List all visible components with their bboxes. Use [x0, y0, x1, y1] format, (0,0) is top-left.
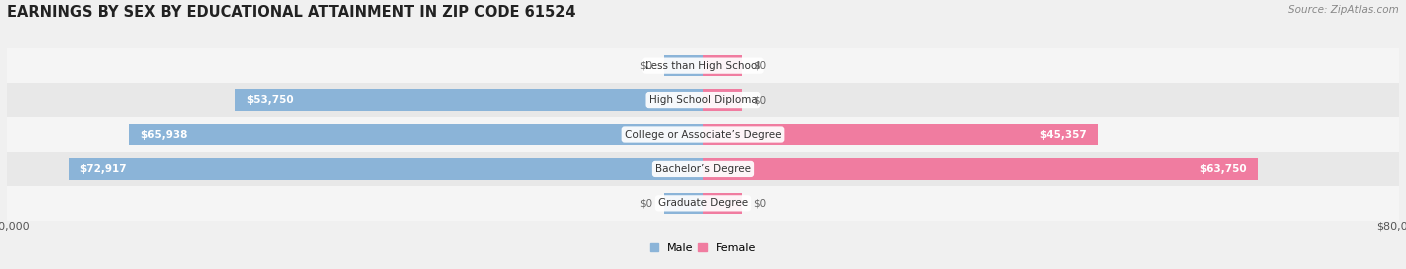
- Bar: [7, 48, 1399, 83]
- Text: EARNINGS BY SEX BY EDUCATIONAL ATTAINMENT IN ZIP CODE 61524: EARNINGS BY SEX BY EDUCATIONAL ATTAINMEN…: [7, 5, 575, 20]
- Text: College or Associate’s Degree: College or Associate’s Degree: [624, 129, 782, 140]
- Bar: [703, 89, 742, 111]
- Text: $65,938: $65,938: [139, 129, 187, 140]
- Text: $0: $0: [754, 61, 766, 71]
- Text: High School Diploma: High School Diploma: [648, 95, 758, 105]
- Text: $63,750: $63,750: [1199, 164, 1247, 174]
- Bar: [7, 117, 1399, 152]
- Bar: [703, 193, 742, 214]
- Bar: [664, 55, 703, 76]
- Bar: [69, 158, 703, 180]
- Text: Graduate Degree: Graduate Degree: [658, 198, 748, 208]
- Text: Source: ZipAtlas.com: Source: ZipAtlas.com: [1288, 5, 1399, 15]
- Bar: [664, 193, 703, 214]
- Text: $0: $0: [754, 95, 766, 105]
- Text: $0: $0: [640, 61, 652, 71]
- Text: $53,750: $53,750: [246, 95, 294, 105]
- Legend: Male, Female: Male, Female: [650, 243, 756, 253]
- Bar: [7, 152, 1399, 186]
- Text: Bachelor’s Degree: Bachelor’s Degree: [655, 164, 751, 174]
- Text: $72,917: $72,917: [79, 164, 127, 174]
- Bar: [703, 158, 1257, 180]
- Bar: [235, 89, 703, 111]
- Bar: [703, 124, 1098, 145]
- Text: $0: $0: [754, 198, 766, 208]
- Bar: [129, 124, 703, 145]
- Text: $0: $0: [640, 198, 652, 208]
- Bar: [7, 186, 1399, 221]
- Bar: [7, 83, 1399, 117]
- Text: Less than High School: Less than High School: [645, 61, 761, 71]
- Bar: [703, 55, 742, 76]
- Text: $45,357: $45,357: [1039, 129, 1087, 140]
